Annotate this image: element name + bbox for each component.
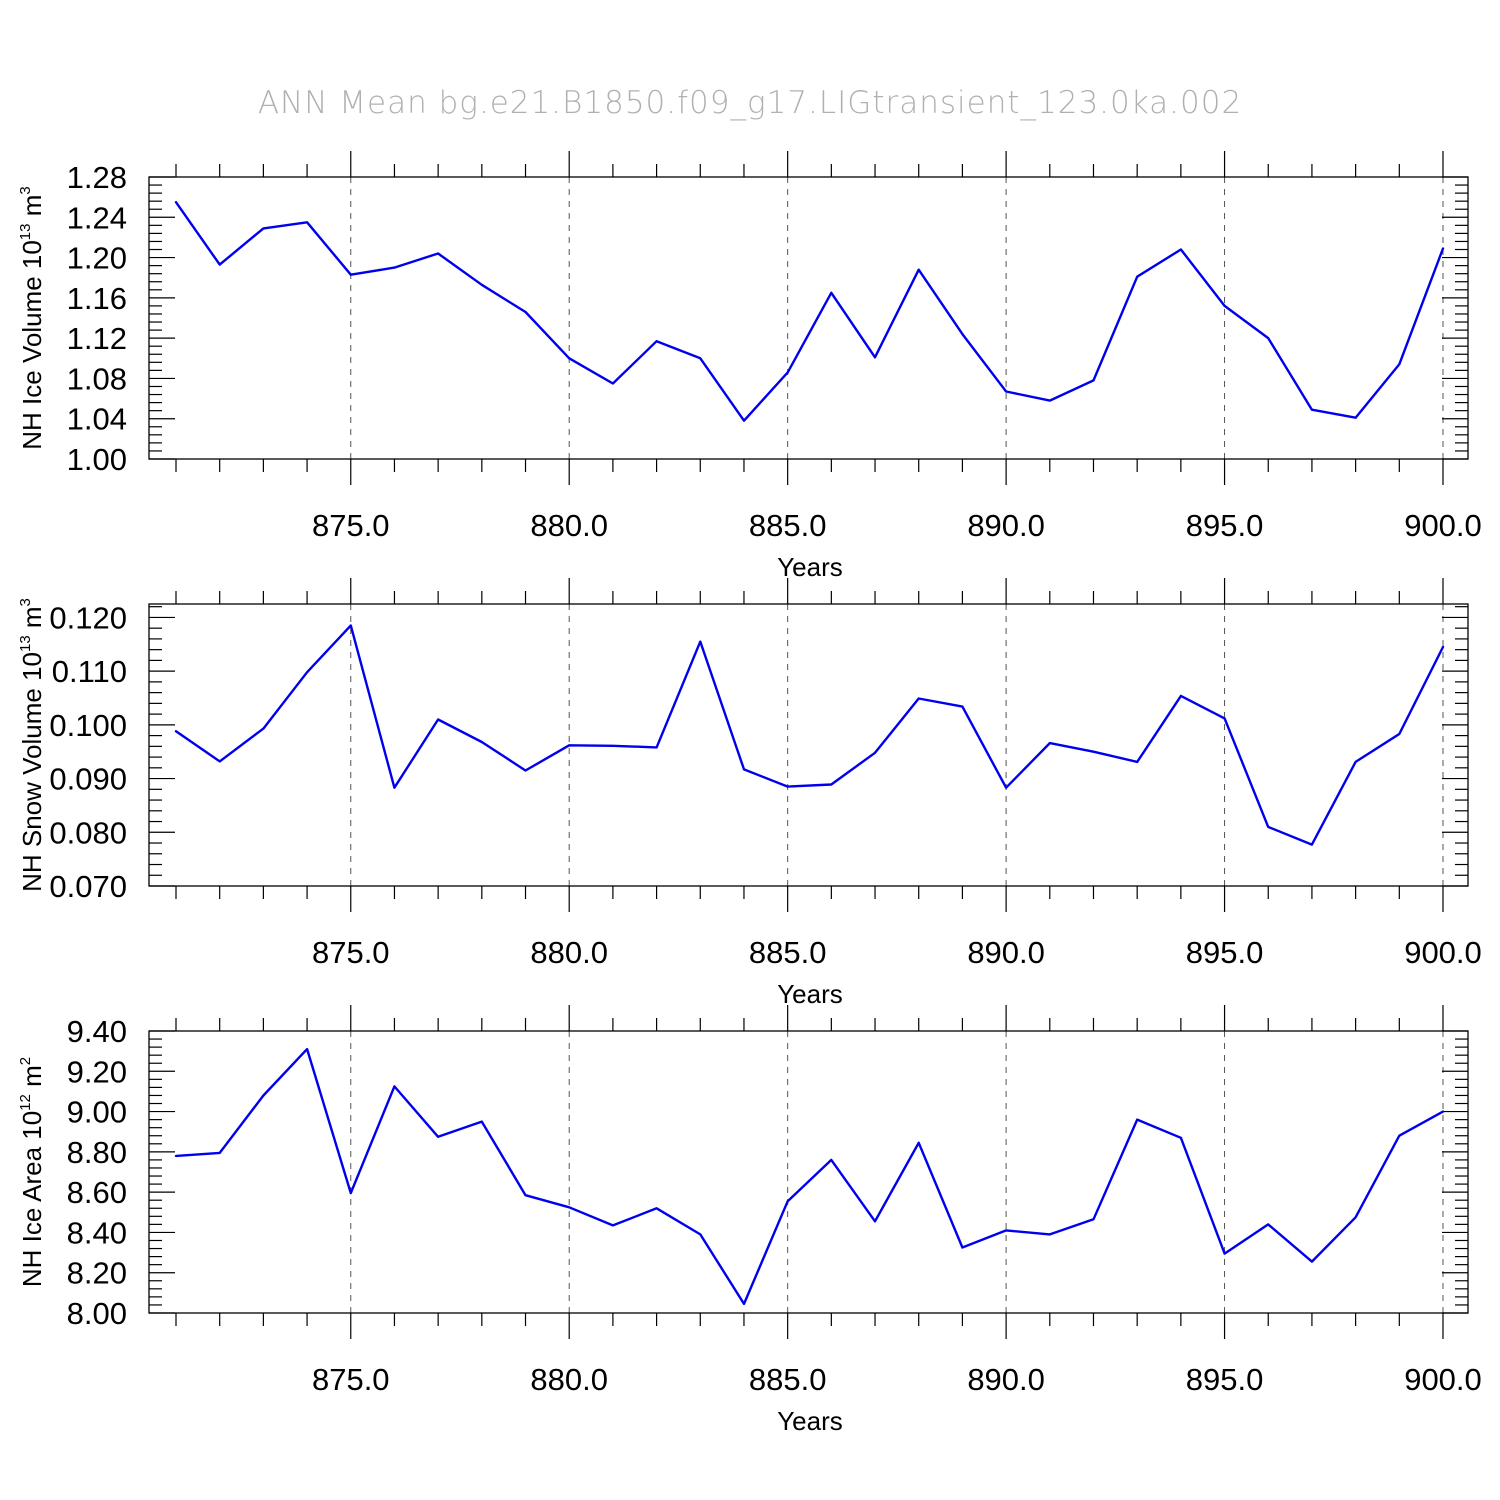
x-tick-label: 880.0 <box>530 1362 608 1397</box>
y-axis-title: NH Ice Area 1012 m2 <box>17 1057 47 1287</box>
y-tick-label: 1.00 <box>67 442 127 477</box>
y-tick-label: 1.20 <box>67 241 127 276</box>
y-tick-label: 1.12 <box>67 321 127 356</box>
x-tick-label: 895.0 <box>1186 1362 1264 1397</box>
y-tick-label: 0.070 <box>49 869 127 904</box>
y-tick-label: 9.20 <box>67 1054 127 1089</box>
y-axis-title: NH Snow Volume 1013 m3 <box>17 598 47 892</box>
x-tick-label: 880.0 <box>530 935 608 970</box>
y-tick-label: 8.00 <box>67 1296 127 1331</box>
x-tick-label: 875.0 <box>312 508 390 543</box>
x-axis-title: Years <box>777 552 843 582</box>
x-tick-label: 890.0 <box>967 1362 1045 1397</box>
y-tick-label: 0.080 <box>49 815 127 850</box>
y-tick-label: 1.16 <box>67 281 127 316</box>
y-tick-label: 1.04 <box>67 402 127 437</box>
panel-3: 8.00 8.20 8.40 8.60 8.80 9.00 9.20 9.40 875.0 880… <box>17 1005 1482 1436</box>
x-tick-label: 900.0 <box>1404 508 1482 543</box>
x-axis-title: Years <box>777 979 843 1009</box>
x-tick-label: 890.0 <box>967 935 1045 970</box>
y-tick-label: 8.80 <box>67 1135 127 1170</box>
x-axis-title: Years <box>777 1406 843 1436</box>
x-tick-label: 885.0 <box>749 1362 827 1397</box>
plot-frame <box>148 176 1469 460</box>
x-tick-label: 895.0 <box>1186 935 1264 970</box>
x-tick-label: 895.0 <box>1186 508 1264 543</box>
x-tick-label: 875.0 <box>312 1362 390 1397</box>
series-line <box>174 200 1445 422</box>
panel-2: 0.070 0.080 0.090 0.100 0.110 0.120 875.0 880.0… <box>17 578 1482 1009</box>
y-tick-label: 1.24 <box>67 200 127 235</box>
y-tick-label: 9.40 <box>67 1014 127 1049</box>
x-tick-label: 900.0 <box>1404 935 1482 970</box>
y-tick-label: 1.08 <box>67 361 127 396</box>
x-tick-label: 880.0 <box>530 508 608 543</box>
y-tick-label: 0.090 <box>49 762 127 797</box>
y-axis-title: NH Ice Volume 1013 m3 <box>17 186 47 449</box>
series-line <box>174 1047 1445 1306</box>
y-tick-label: 8.60 <box>67 1175 127 1210</box>
y-tick-label: 0.110 <box>52 654 127 689</box>
plot-frame <box>148 603 1469 887</box>
x-tick-label: 890.0 <box>967 508 1045 543</box>
y-tick-label: 0.120 <box>49 600 127 635</box>
x-tick-label: 900.0 <box>1404 1362 1482 1397</box>
y-tick-label: 8.20 <box>67 1256 127 1291</box>
y-tick-label: 9.00 <box>67 1095 127 1130</box>
x-tick-label: 875.0 <box>312 935 390 970</box>
y-tick-label: 0.100 <box>49 708 127 743</box>
panels: 1.00 1.04 1.08 1.12 1.16 1.20 1.24 1.28 875.0 880… <box>17 151 1482 1436</box>
series-line <box>174 624 1445 846</box>
panel-1: 1.00 1.04 1.08 1.12 1.16 1.20 1.24 1.28 875.0 880… <box>17 151 1482 582</box>
chart-title: ANN Mean bg.e21.B1850.f09_g17.LIGtransie… <box>258 85 1242 121</box>
x-tick-label: 885.0 <box>749 935 827 970</box>
y-tick-label: 1.28 <box>67 160 127 195</box>
x-tick-label: 885.0 <box>749 508 827 543</box>
plot-frame <box>148 1030 1469 1314</box>
y-tick-label: 8.40 <box>67 1215 127 1250</box>
